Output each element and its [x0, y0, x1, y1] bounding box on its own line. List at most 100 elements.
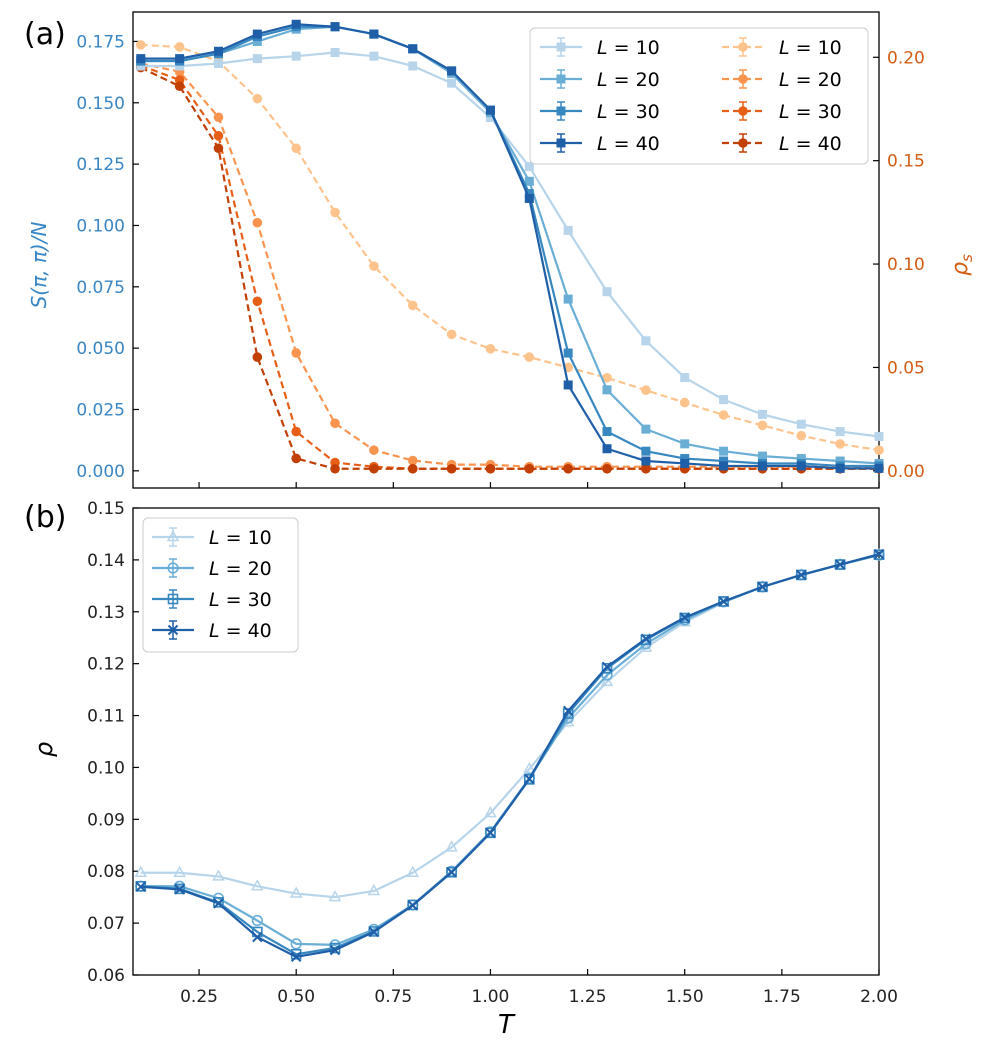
point-structure-factor-L10	[641, 336, 651, 346]
legend-a-structure-factor-L20-label: L = 20	[597, 69, 660, 91]
point-structure-factor-L20	[680, 439, 690, 449]
point-rho-s-L10	[135, 40, 146, 50]
point-structure-factor-L40	[330, 22, 340, 32]
point-rho-L40	[407, 900, 418, 911]
point-rho-L30	[834, 559, 846, 570]
point-rho-s-L40	[446, 463, 457, 474]
legend-a-structure-factor-L20-marker	[556, 74, 566, 84]
point-rho-s-L10	[679, 397, 690, 408]
point-rho-s-L30	[291, 426, 301, 437]
legend-b-frame	[142, 517, 299, 653]
point-structure-factor-L20	[719, 446, 729, 456]
point-rho-L10	[484, 806, 497, 818]
point-rho-L30	[601, 663, 613, 674]
left-tick-label-a: 0.050	[76, 339, 125, 359]
point-rho-L10	[134, 865, 148, 878]
point-rho-s-L20	[252, 217, 263, 228]
legend-a-rho-s-L40-marker	[738, 138, 748, 148]
legend-a-structure-factor-L40-label: L = 40	[597, 133, 660, 155]
point-rho-L10	[289, 886, 303, 898]
right-axis-label-a: ρs	[948, 254, 976, 276]
point-rho-s-L30	[252, 296, 263, 307]
point-rho-L30	[562, 708, 574, 719]
point-rho-L30	[368, 926, 380, 937]
point-rho-L40	[640, 633, 652, 644]
right-tick-label-a: 0.20	[887, 48, 925, 68]
point-structure-factor-L40	[641, 456, 651, 466]
point-structure-factor-L40	[291, 19, 301, 29]
point-rho-L40	[601, 661, 613, 672]
legend-a-rho-s-L30-label: L = 30	[779, 101, 842, 123]
point-rho-s-L10	[446, 329, 457, 340]
point-rho-L40	[873, 548, 885, 560]
plot-frame-a	[132, 11, 880, 489]
legend-b-rho-L10-label: L = 10	[209, 527, 272, 549]
legend-a-rho-s-L30: L = 30	[722, 101, 842, 123]
x-tick-label-b: 1.75	[763, 987, 801, 1007]
legend-a-rho-s-L20: L = 20	[722, 69, 842, 91]
x-tick-label-b: 1.00	[472, 987, 510, 1007]
point-structure-factor-L40	[524, 193, 534, 203]
point-rho-s-L10	[874, 445, 884, 455]
point-rho-s-L10	[796, 430, 807, 441]
legend-a-rho-s-L10-label: L = 10	[779, 37, 842, 59]
y-tick-label-b: 0.11	[87, 707, 125, 727]
point-rho-s-L20	[213, 112, 224, 123]
point-rho-L40	[562, 705, 574, 717]
panel-label-a: (a)	[24, 17, 66, 52]
left-tick-label-a: 0.175	[76, 32, 125, 52]
point-structure-factor-L20	[757, 451, 767, 461]
left-tick-label-a: 0.125	[76, 155, 125, 175]
point-rho-L20	[290, 938, 302, 950]
legend-b-rho-L30-marker	[167, 593, 179, 605]
point-structure-factor-L30	[719, 456, 729, 466]
y-tick-label-b: 0.07	[87, 914, 125, 934]
line-structure-factor-L10	[140, 51, 880, 438]
x-tick-label-b: 1.50	[666, 987, 704, 1007]
point-rho-s-L20	[330, 418, 340, 429]
right-tick-label-a: 0.10	[887, 255, 925, 275]
point-rho-s-L10	[835, 439, 845, 449]
point-rho-s-L10	[641, 385, 651, 395]
point-rho-L10	[212, 869, 225, 881]
point-structure-factor-L10	[175, 61, 185, 71]
point-rho-L10	[328, 890, 342, 902]
series-rho-s-L10	[135, 40, 884, 455]
point-rho-L10	[367, 883, 381, 896]
series-structure-factor-L40	[136, 19, 884, 473]
point-rho-L40	[718, 596, 729, 607]
left-tick-label-a: 0.025	[76, 400, 125, 420]
point-rho-s-L10	[524, 352, 535, 362]
point-rho-L40	[679, 612, 690, 623]
point-structure-factor-L10	[291, 51, 301, 61]
point-rho-L30	[679, 612, 691, 624]
legend-a-rho-s-L20-label: L = 20	[779, 69, 842, 91]
point-rho-L30	[640, 634, 652, 646]
line-structure-factor-L20	[140, 25, 880, 465]
right-tick-label-a: 0.15	[887, 152, 925, 172]
point-rho-s-L40	[330, 463, 340, 474]
point-rho-L40	[213, 898, 224, 909]
point-structure-factor-L10	[252, 54, 262, 64]
legend-a-structure-factor-L10-label: L = 10	[597, 37, 660, 59]
point-structure-factor-L40	[447, 66, 457, 76]
right-tick-label-a: 0.05	[887, 358, 925, 378]
point-rho-s-L40	[213, 143, 224, 154]
point-rho-s-L40	[369, 463, 379, 474]
point-structure-factor-L40	[136, 54, 146, 64]
point-rho-s-L40	[407, 463, 418, 474]
y-tick-label-b: 0.06	[87, 966, 125, 986]
legend-a: L = 10 L = 20 L = 30 L = 40 L = 10 L = 20 L = …	[529, 27, 869, 165]
line-rho-s-L10	[140, 43, 880, 452]
point-rho-L40	[135, 881, 146, 892]
point-structure-factor-L20	[252, 36, 262, 46]
point-rho-s-L10	[330, 207, 340, 218]
y-tick-label-b: 0.14	[87, 551, 125, 571]
legend-a-rho-s-L40-label: L = 40	[779, 133, 842, 155]
point-structure-factor-L10	[330, 47, 340, 57]
line-rho-s-L40	[140, 66, 879, 470]
left-tick-label-a: 0.100	[76, 216, 125, 236]
left-tick-label-a: 0.000	[76, 462, 125, 482]
legend-b-rho-L40-marker	[167, 624, 179, 636]
point-rho-s-L40	[291, 453, 301, 464]
